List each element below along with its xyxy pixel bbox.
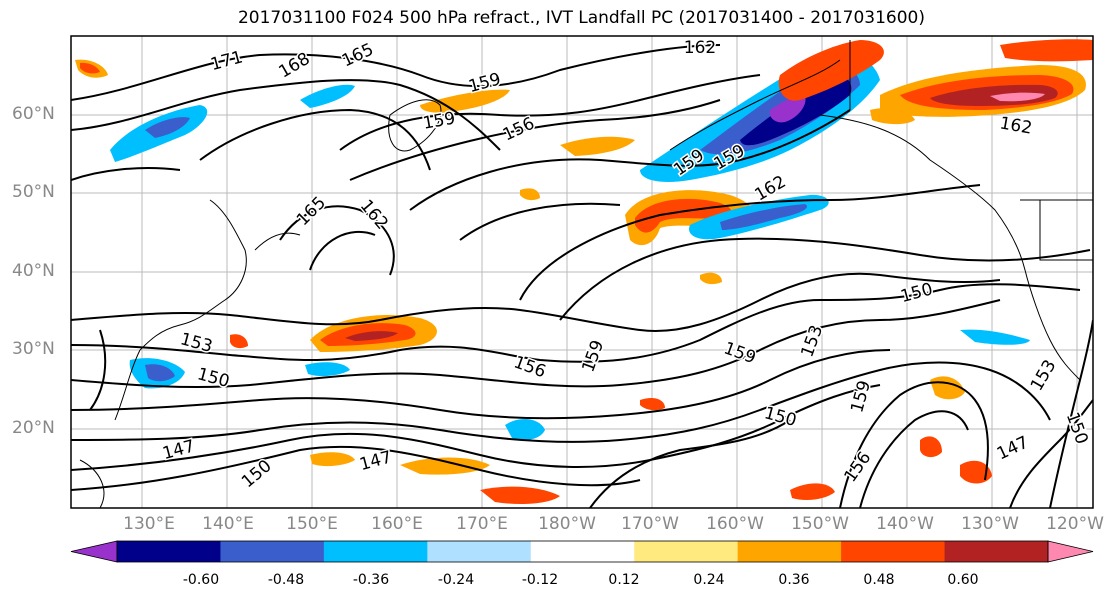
colorbar-tick: 0.48 <box>863 572 895 588</box>
contour-label: 156 <box>511 352 548 382</box>
contour-label: 147 <box>160 436 197 464</box>
lat-label-40n: 40°N <box>12 261 55 281</box>
colorbar-tick: 0.36 <box>778 572 810 588</box>
colorbar-extend-high <box>1047 540 1094 563</box>
colorbar-tick: 0.12 <box>608 572 640 588</box>
contour-label: 153 <box>1027 356 1061 394</box>
height-contours <box>71 44 1093 508</box>
lat-label-50n: 50°N <box>12 182 55 202</box>
lon-label-160e: 160°E <box>371 514 423 534</box>
contour-label: 165 <box>293 193 330 230</box>
coastlines <box>79 40 1093 508</box>
contour-label: 156 <box>500 114 538 146</box>
contour-label: 147 <box>357 447 394 475</box>
colorbar-extend-low <box>70 540 118 563</box>
contour-label: 162 <box>356 196 392 234</box>
lat-label-60n: 60°N <box>12 104 55 124</box>
contour-label: 150 <box>238 456 276 492</box>
colorbar-tick: -0.12 <box>521 572 559 588</box>
lon-label-170w: 170°W <box>621 514 679 534</box>
colorbar-segment <box>117 541 221 562</box>
contour-label: 159 <box>578 338 608 375</box>
contour-label: 153 <box>797 323 827 360</box>
contour-label: 162 <box>684 38 716 58</box>
contour-label: 165 <box>339 40 377 72</box>
refractivity-shading <box>75 39 1093 504</box>
lat-label-20n: 20°N <box>12 418 55 438</box>
colorbar-segment <box>841 541 946 562</box>
colorbar-tick: 0.60 <box>947 572 979 588</box>
colorbar <box>70 540 1094 563</box>
contour-label: 147 <box>994 433 1032 465</box>
colorbar-outline <box>116 540 1049 563</box>
lon-label-120w: 120°W <box>1046 514 1104 534</box>
colorbar-tick: 0.24 <box>693 572 725 588</box>
colorbar-tick: -0.48 <box>267 572 305 588</box>
colorbar-segment <box>220 541 325 562</box>
contour-label: 159 <box>421 108 456 133</box>
colorbar-segment <box>634 541 739 562</box>
lon-label-150w: 150°W <box>791 514 849 534</box>
map-title: 2017031100 F024 500 hPa refract., IVT La… <box>237 8 925 28</box>
colorbar-tick: -0.36 <box>352 572 390 588</box>
colorbar-segment <box>737 541 842 562</box>
map-area <box>71 36 1093 508</box>
contour-label: 159 <box>847 378 875 415</box>
contour-label: 171 <box>208 47 245 75</box>
colorbar-tick: -0.60 <box>182 572 220 588</box>
lon-label-160w: 160°W <box>706 514 764 534</box>
colorbar-segment <box>427 541 532 562</box>
lon-label-140w: 140°W <box>876 514 934 534</box>
colorbar-segment <box>944 541 1049 562</box>
map-frame <box>70 35 1094 509</box>
contour-label: 150 <box>898 279 935 307</box>
lon-label-130w: 130°W <box>961 514 1019 534</box>
contour-label: 162 <box>998 113 1033 138</box>
lon-label-180w: 180°W <box>538 514 596 534</box>
colorbar-segment <box>530 541 635 562</box>
colorbar-tick: -0.24 <box>437 572 475 588</box>
lat-label-30n: 30°N <box>12 339 55 359</box>
lon-label-140e: 140°E <box>202 514 254 534</box>
contour-label: 153 <box>178 329 215 357</box>
colorbar-segment <box>323 541 428 562</box>
lon-label-130e: 130°E <box>123 514 175 534</box>
lon-label-170e: 170°E <box>456 514 508 534</box>
lon-label-150e: 150°E <box>286 514 338 534</box>
contour-label: 150 <box>1062 410 1092 447</box>
